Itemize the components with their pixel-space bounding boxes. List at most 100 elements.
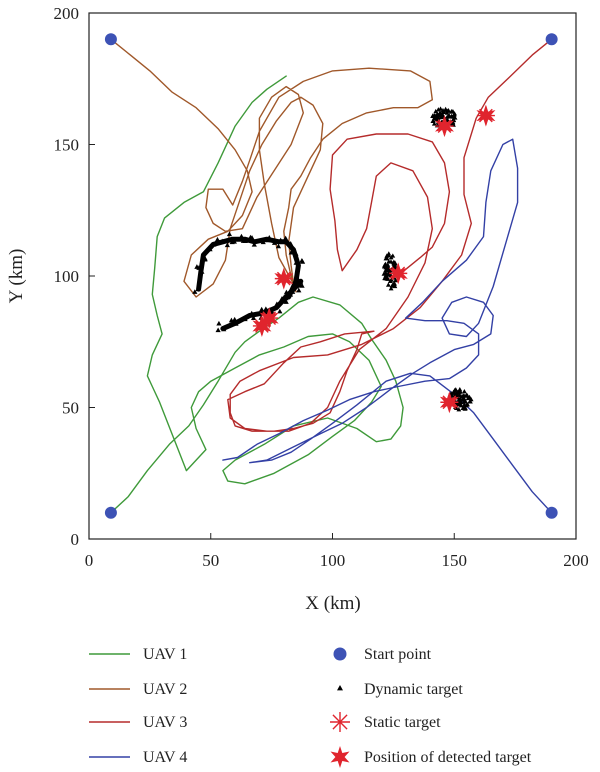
dynamic-target-marker bbox=[214, 236, 221, 242]
x-tick-label: 150 bbox=[442, 551, 468, 570]
dynamic-target-marker bbox=[250, 315, 257, 321]
series-uav-3-path bbox=[227, 38, 553, 432]
legend-item-static-target: Static target bbox=[330, 712, 441, 732]
dynamic-target-marker bbox=[251, 241, 257, 247]
start-point-marker bbox=[104, 506, 117, 519]
x-tick-label: 100 bbox=[320, 551, 346, 570]
series-uav-2-path bbox=[110, 38, 433, 298]
dynamic-target-marker bbox=[192, 289, 198, 294]
dynamic-target-marker bbox=[199, 269, 205, 274]
dynamic-target-marker bbox=[293, 250, 299, 256]
dynamic-target-marker bbox=[238, 233, 245, 239]
dynamic-target-marker bbox=[279, 295, 285, 301]
dynamic-target-marker bbox=[467, 399, 473, 404]
dynamic-target-marker bbox=[298, 279, 304, 285]
dynamic-target-marker bbox=[215, 327, 221, 333]
dynamic-target-marker bbox=[446, 113, 452, 118]
dynamic-target-marker bbox=[393, 277, 398, 283]
series-layer bbox=[110, 38, 553, 514]
dynamic-target-marker bbox=[440, 107, 446, 113]
legend-item-uav-4: UAV 4 bbox=[89, 749, 187, 766]
dynamic-target-marker bbox=[463, 399, 468, 404]
dynamic-target-marker bbox=[207, 246, 213, 252]
legend-item-position-of-detected-target: Position of detected target bbox=[330, 746, 532, 768]
dynamic-target-marker bbox=[456, 407, 462, 412]
dynamic-target-marker bbox=[464, 402, 469, 408]
legend-label: Static target bbox=[364, 714, 441, 731]
y-tick-label: 150 bbox=[54, 136, 80, 155]
dynamic-target-marker bbox=[283, 235, 289, 241]
dynamic-target-marker bbox=[457, 397, 463, 402]
dynamic-target-marker bbox=[240, 238, 246, 243]
dynamic-target-marker bbox=[438, 106, 443, 111]
dynamic-target-marker bbox=[383, 261, 388, 266]
x-axis-ticks: 0 50 100 150 200 bbox=[85, 533, 589, 570]
legend-swatch bbox=[333, 647, 347, 661]
dynamic-target-marker bbox=[274, 301, 280, 307]
dynamic-target-marker bbox=[219, 238, 225, 244]
dynamic-target-marker bbox=[266, 234, 272, 240]
dynamic-target-marker bbox=[384, 255, 390, 261]
dynamic-target-marker bbox=[433, 113, 439, 118]
y-tick-label: 0 bbox=[71, 530, 80, 549]
x-tick-label: 0 bbox=[85, 551, 94, 570]
dynamic-target-marker bbox=[297, 282, 303, 288]
dynamic-target-marker bbox=[216, 320, 222, 326]
dynamic-target-marker bbox=[381, 271, 387, 276]
dynamic-target-marker bbox=[259, 306, 265, 312]
detected-target-marker bbox=[439, 391, 459, 414]
start-point-marker bbox=[545, 506, 558, 519]
dynamic-target-marker bbox=[283, 299, 289, 304]
legend-label: UAV 3 bbox=[143, 714, 187, 731]
dynamic-target-marker bbox=[242, 316, 248, 322]
dynamic-target-marker bbox=[263, 306, 269, 312]
dynamic-target-marker bbox=[290, 289, 296, 294]
dynamic-target-marker bbox=[271, 240, 278, 245]
dynamic-target-marker bbox=[195, 286, 201, 292]
dynamic-target-marker bbox=[226, 231, 233, 237]
dynamic-target-marker bbox=[288, 241, 294, 246]
dynamic-target-marker bbox=[290, 286, 296, 291]
dynamic-target-marker bbox=[293, 260, 299, 265]
legend: UAV 1 UAV 2 UAV 3 UAV 4 Start point Dynamic t… bbox=[89, 646, 532, 768]
dynamic-target-marker bbox=[299, 259, 306, 264]
x-tick-label: 50 bbox=[202, 551, 219, 570]
dynamic-target-marker bbox=[211, 241, 217, 247]
dynamic-target-marker bbox=[463, 405, 468, 411]
x-axis-title: X (km) bbox=[305, 593, 360, 614]
x-tick-label: 200 bbox=[563, 551, 589, 570]
legend-label: Start point bbox=[364, 646, 432, 663]
dynamic-target-marker bbox=[388, 286, 394, 291]
dynamic-target-marker bbox=[196, 265, 202, 270]
dynamic-target-marker bbox=[275, 243, 282, 249]
dynamic-target-marker bbox=[221, 326, 227, 332]
dynamic-target-marker bbox=[455, 389, 461, 395]
dynamic-target-marker bbox=[461, 388, 467, 394]
dynamic-target-marker bbox=[296, 287, 302, 293]
dynamic-target-marker bbox=[260, 239, 266, 245]
dynamic-target-marker bbox=[384, 276, 390, 281]
dynamic-target-marker bbox=[288, 249, 294, 255]
legend-label: UAV 1 bbox=[143, 646, 187, 663]
dynamic-target-track-1 bbox=[196, 236, 301, 300]
dynamic-target-marker bbox=[382, 275, 388, 281]
dynamic-target-marker bbox=[392, 260, 398, 266]
marker-layer bbox=[104, 33, 558, 519]
dynamic-target-marker bbox=[202, 255, 208, 261]
dynamic-target-marker bbox=[277, 308, 283, 314]
dynamic-target-marker bbox=[456, 392, 462, 398]
legend-item-uav-2: UAV 2 bbox=[89, 681, 187, 698]
dynamic-target-marker bbox=[461, 395, 466, 400]
plot-frame bbox=[88, 12, 577, 540]
detected-target-marker bbox=[274, 267, 294, 290]
detected-target-marker bbox=[252, 315, 272, 337]
legend-label: Dynamic target bbox=[364, 681, 463, 698]
series-uav-4-path bbox=[222, 138, 553, 514]
dynamic-target-marker bbox=[384, 266, 390, 271]
legend-swatch-stroke bbox=[332, 714, 348, 730]
dynamic-target-marker bbox=[385, 282, 391, 287]
start-point-marker bbox=[104, 33, 117, 46]
dynamic-target-marker bbox=[387, 278, 393, 283]
legend-label: Position of detected target bbox=[364, 749, 532, 766]
dynamic-target-marker bbox=[278, 237, 284, 243]
